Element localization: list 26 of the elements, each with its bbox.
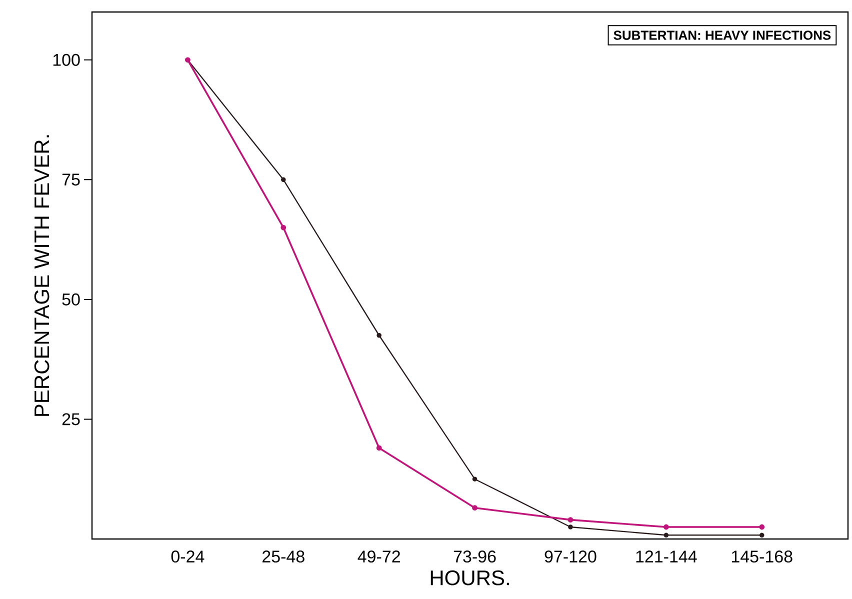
y-tick-label: 100 bbox=[53, 54, 80, 66]
point bbox=[759, 532, 764, 538]
point bbox=[663, 524, 669, 530]
x-tick-label: 145-168 bbox=[732, 550, 792, 563]
point bbox=[759, 524, 765, 530]
point bbox=[568, 517, 574, 523]
point bbox=[280, 224, 286, 230]
point bbox=[376, 332, 382, 338]
point bbox=[472, 505, 478, 511]
y-tick-label: 25 bbox=[62, 413, 80, 426]
point bbox=[568, 524, 573, 530]
point bbox=[376, 445, 382, 451]
annotation: SUBTERTIAN: HEAVY INFECTIONS bbox=[614, 30, 831, 40]
x-tick-label: 73-96 bbox=[454, 550, 496, 563]
point bbox=[664, 532, 669, 538]
y-tick-label: 50 bbox=[62, 293, 80, 306]
x-tick-label: 0-24 bbox=[171, 550, 204, 563]
y-axis-title: PERCENTAGE WITH FEVER. bbox=[34, 135, 50, 416]
x-axis-title: HOURS. bbox=[430, 570, 509, 586]
x-tick-label: 97-120 bbox=[544, 550, 596, 563]
x-tick-label: 25-48 bbox=[262, 550, 304, 563]
x-tick-label: 121-144 bbox=[636, 550, 697, 562]
point bbox=[280, 177, 286, 182]
y-tick-label: 75 bbox=[62, 174, 80, 186]
x-tick-label: 49-72 bbox=[358, 550, 400, 563]
point bbox=[472, 476, 478, 482]
